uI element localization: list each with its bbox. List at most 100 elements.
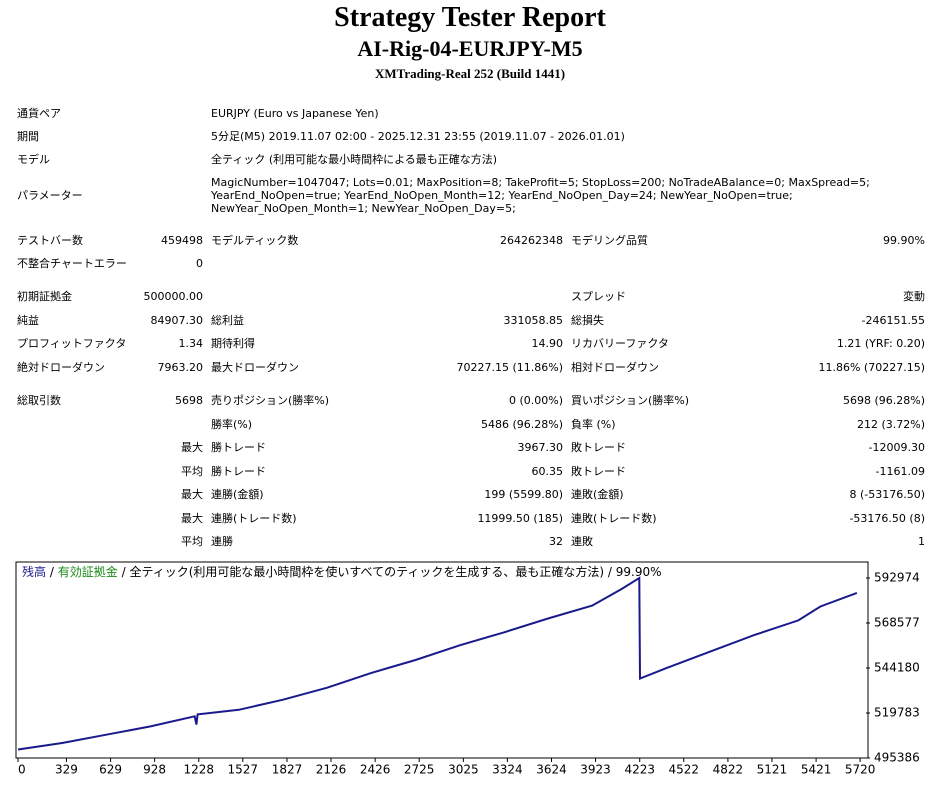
stat-label: 買いポジション(勝率%) [571, 394, 690, 407]
legend-separator: / [608, 565, 613, 579]
stat-value: 1 [918, 535, 925, 548]
stat-value: 459498 [161, 234, 203, 247]
subtitle: AI-Rig-04-EURJPY-M5 [357, 36, 583, 61]
stat-label: 初期証拠金 [17, 290, 72, 303]
stat-label: テストバー数 [17, 234, 83, 247]
info-value: MagicNumber=1047047; Lots=0.01; MaxPosit… [211, 176, 870, 189]
stat-label: 連敗(トレード数) [571, 512, 657, 525]
legend-note: 全ティック(利用可能な最小時間枠を使いすべてのティックを生成する、最も正確な方法… [129, 564, 604, 579]
stat-value: 99.90% [883, 234, 925, 247]
x-tick-label: 4522 [668, 763, 699, 777]
x-tick-label: 1827 [272, 763, 303, 777]
x-tick-label: 3025 [448, 763, 479, 777]
stat-value: 11999.50 (185) [477, 512, 563, 525]
stat-value: 84907.30 [150, 314, 204, 327]
stat-value: 8 (-53176.50) [849, 488, 925, 501]
stat-label: 連敗 [571, 535, 593, 548]
stat-value: -246151.55 [861, 314, 925, 327]
x-tick-label: 5720 [845, 763, 876, 777]
stat-value: 7963.20 [157, 361, 204, 374]
stat-value: 平均 [181, 535, 203, 548]
stat-value: 5486 (96.28%) [480, 418, 563, 431]
stat-value: 60.35 [531, 465, 564, 478]
stat-label: 敗トレード [571, 441, 626, 454]
stat-value: 最大 [181, 512, 203, 525]
x-tick-label: 3624 [536, 763, 567, 777]
stat-value: 平均 [181, 465, 203, 478]
balance-line [17, 576, 858, 751]
info-label: 期間 [17, 130, 39, 143]
x-tick-label: 5421 [801, 763, 832, 777]
stat-value: 199 (5599.80) [484, 488, 563, 501]
stat-label: 相対ドローダウン [571, 361, 659, 374]
stat-value: -1161.09 [875, 465, 925, 478]
stat-label: 絶対ドローダウン [17, 361, 105, 374]
stat-label: 総取引数 [17, 394, 61, 407]
x-tick-label: 329 [55, 763, 78, 777]
stat-value: 70227.15 (11.86%) [456, 361, 563, 374]
stat-label: 売りポジション(勝率%) [211, 394, 330, 407]
stat-value: 5698 (96.28%) [842, 394, 925, 407]
stat-value: 500000.00 [143, 290, 204, 303]
stat-value: 11.86% (70227.15) [818, 361, 925, 374]
legend-separator: / [50, 565, 55, 579]
legend-equity: 有効証拠金 [58, 564, 118, 579]
legend: 残高 / 有効証拠金 / 全ティック(利用可能な最小時間枠を使いすべてのティック… [22, 564, 662, 579]
stat-label: リカバリーファクタ [571, 337, 669, 350]
stat-value: 331058.85 [503, 314, 564, 327]
title: Strategy Tester Report [334, 2, 606, 33]
info-value: NewYear_NoOpen_Month=1; NewYear_NoOpen_D… [211, 202, 516, 215]
stat-value: 0 (0.00%) [508, 394, 563, 407]
stat-label: 勝トレード [211, 465, 266, 478]
legend-separator: / [122, 565, 127, 579]
stat-value: 1.34 [178, 337, 204, 350]
x-tick-label: 629 [99, 763, 122, 777]
y-tick-label: 568577 [874, 616, 920, 630]
stat-label: 連敗(金額) [571, 488, 624, 501]
info-label: パラメーター [17, 189, 83, 202]
x-tick-label: 0 [18, 763, 26, 777]
stat-label: モデルティック数 [211, 234, 299, 247]
info-value: EURJPY (Euro vs Japanese Yen) [211, 107, 379, 120]
stat-value: 212 (3.72%) [856, 418, 925, 431]
x-tick-label: 3324 [492, 763, 523, 777]
stat-label: 不整合チャートエラー [17, 257, 127, 270]
stat-label: 総利益 [211, 314, 244, 327]
x-tick-label: 4822 [713, 763, 744, 777]
y-tick-label: 592974 [874, 571, 920, 585]
stat-value: 264262348 [500, 234, 563, 247]
stat-label: スプレッド [571, 290, 626, 303]
stat-label: 連勝(金額) [211, 488, 264, 501]
stat-value: 変動 [903, 290, 925, 303]
info-value: 全ティック (利用可能な最小時間枠による最も正確な方法) [211, 153, 498, 166]
x-tick-label: 5121 [757, 763, 788, 777]
stat-label: プロフィットファクタ [17, 337, 127, 350]
x-tick-label: 928 [143, 763, 166, 777]
x-tick-label: 2126 [316, 763, 347, 777]
stat-value: 14.90 [531, 337, 564, 350]
stat-label: モデリング品質 [571, 234, 648, 247]
stat-value: 3967.30 [517, 441, 564, 454]
stat-label: 総損失 [571, 314, 604, 327]
info-value: YearEnd_NoOpen=true; YearEnd_NoOpen_Mont… [211, 189, 793, 202]
build: XMTrading-Real 252 (Build 1441) [374, 66, 566, 81]
stat-label: 連勝 [211, 535, 233, 548]
stat-label: 勝率(%) [211, 418, 253, 431]
x-tick-label: 2426 [360, 763, 391, 777]
x-tick-label: 2725 [404, 763, 435, 777]
stat-value: 最大 [181, 441, 203, 454]
stat-label: 敗トレード [571, 465, 626, 478]
stat-label: 純益 [17, 314, 39, 327]
stat-value: -12009.30 [868, 441, 925, 454]
info-label: モデル [17, 153, 50, 166]
stat-label: 負率 (%) [571, 418, 616, 431]
legend-balance: 残高 [22, 564, 46, 579]
y-tick-label: 519783 [874, 706, 920, 720]
stat-label: 勝トレード [211, 441, 266, 454]
stat-value: 32 [549, 535, 563, 548]
legend-quality: 99.90% [616, 565, 662, 579]
info-value: 5分足(M5) 2019.11.07 02:00 - 2025.12.31 23… [211, 130, 625, 143]
x-tick-label: 4223 [624, 763, 655, 777]
